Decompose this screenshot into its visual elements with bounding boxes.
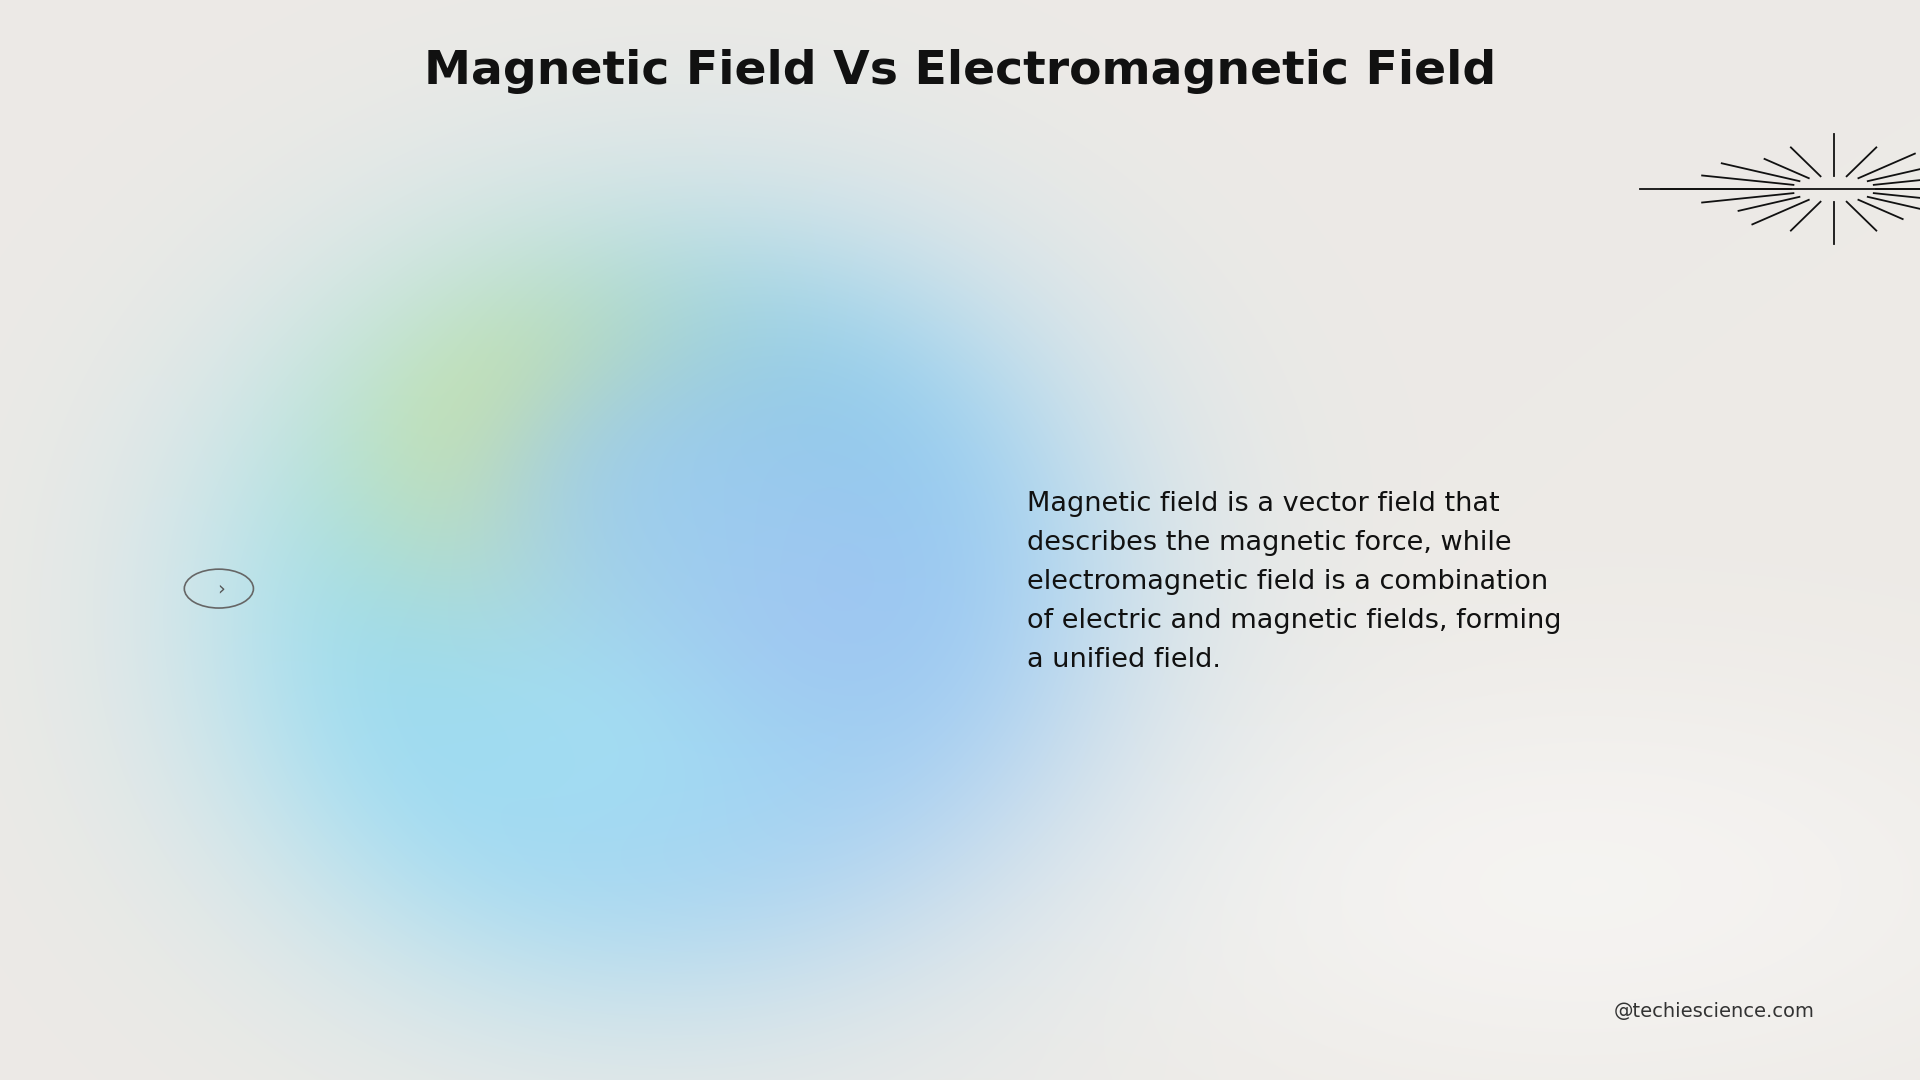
Text: @techiescience.com: @techiescience.com (1613, 1001, 1814, 1021)
Text: Magnetic field is a vector field that
describes the magnetic force, while
electr: Magnetic field is a vector field that de… (1027, 491, 1561, 674)
Text: Magnetic Field Vs Electromagnetic Field: Magnetic Field Vs Electromagnetic Field (424, 49, 1496, 94)
Text: ›: › (217, 579, 225, 598)
